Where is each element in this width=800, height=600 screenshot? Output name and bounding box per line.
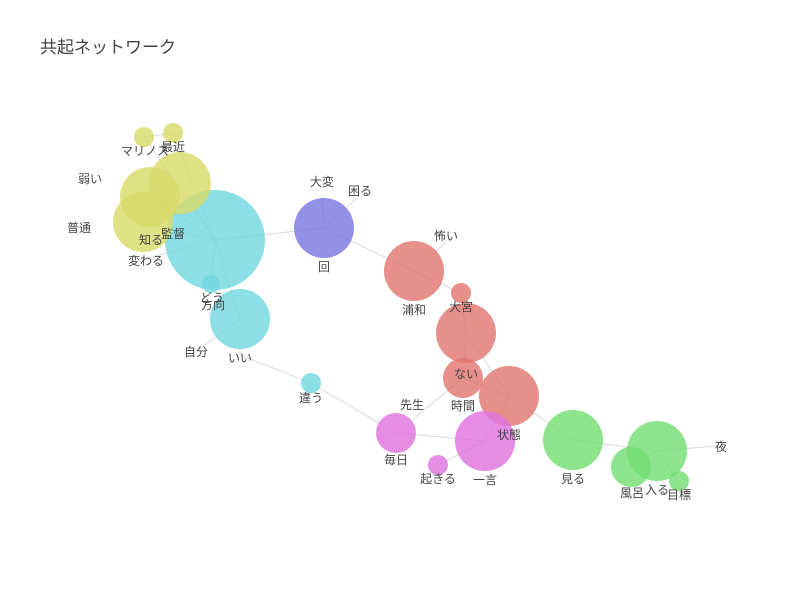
node-label: 困る [348,184,372,198]
network-node[interactable] [202,275,220,293]
network-node[interactable] [384,241,444,301]
node-label: 変わる [128,253,164,268]
node-label: 監督 [161,226,185,241]
node-label: 最近 [161,140,185,154]
network-node[interactable] [301,373,321,393]
network-node[interactable] [443,358,483,398]
node-label: 自分 [184,345,208,359]
network-node[interactable] [451,283,471,303]
node-label: 夜 [715,439,727,454]
network-node[interactable] [376,413,416,453]
network-node[interactable] [210,289,270,349]
node-label: 先生 [400,398,424,412]
node-label: 回 [318,260,330,274]
node-label: いい [228,351,252,365]
network-node[interactable] [669,471,689,491]
network-node[interactable] [428,455,448,475]
node-label: 起きる [420,472,456,486]
network-edge [239,354,312,384]
node-label: 浦和 [402,303,426,317]
network-node[interactable] [455,411,515,471]
node-label: 風呂 [620,486,644,500]
node-label: 方向 [201,297,225,312]
network-node[interactable] [436,303,496,363]
nodes-layer [113,123,689,491]
node-label: 怖い [434,228,458,243]
node-label: 時間 [451,399,475,413]
chart-title: 共起ネットワーク [40,38,176,58]
node-label: どう [200,291,224,305]
network-node[interactable] [294,198,354,258]
network-node[interactable] [165,190,265,290]
network-node[interactable] [113,192,173,252]
node-label: 毎日 [384,452,408,467]
node-label: 知る [139,233,163,247]
network-node[interactable] [163,123,183,143]
network-node[interactable] [134,127,154,147]
network-node[interactable] [543,410,603,470]
node-label: ない [454,367,478,381]
network-node[interactable] [479,366,539,426]
network-node[interactable] [627,421,687,481]
node-label: 大宮 [449,299,473,314]
node-label: 状態 [497,427,521,442]
node-label: 一言 [473,473,497,487]
node-label: 違う [299,391,323,405]
node-label: 大変 [310,174,334,189]
node-label: 弱い [78,172,102,186]
node-label: 普通 [67,221,91,235]
node-label: 目標 [667,488,691,502]
node-label: 見る [561,472,585,486]
node-label: 入る [645,483,669,497]
node-label: マリノス [121,144,169,158]
